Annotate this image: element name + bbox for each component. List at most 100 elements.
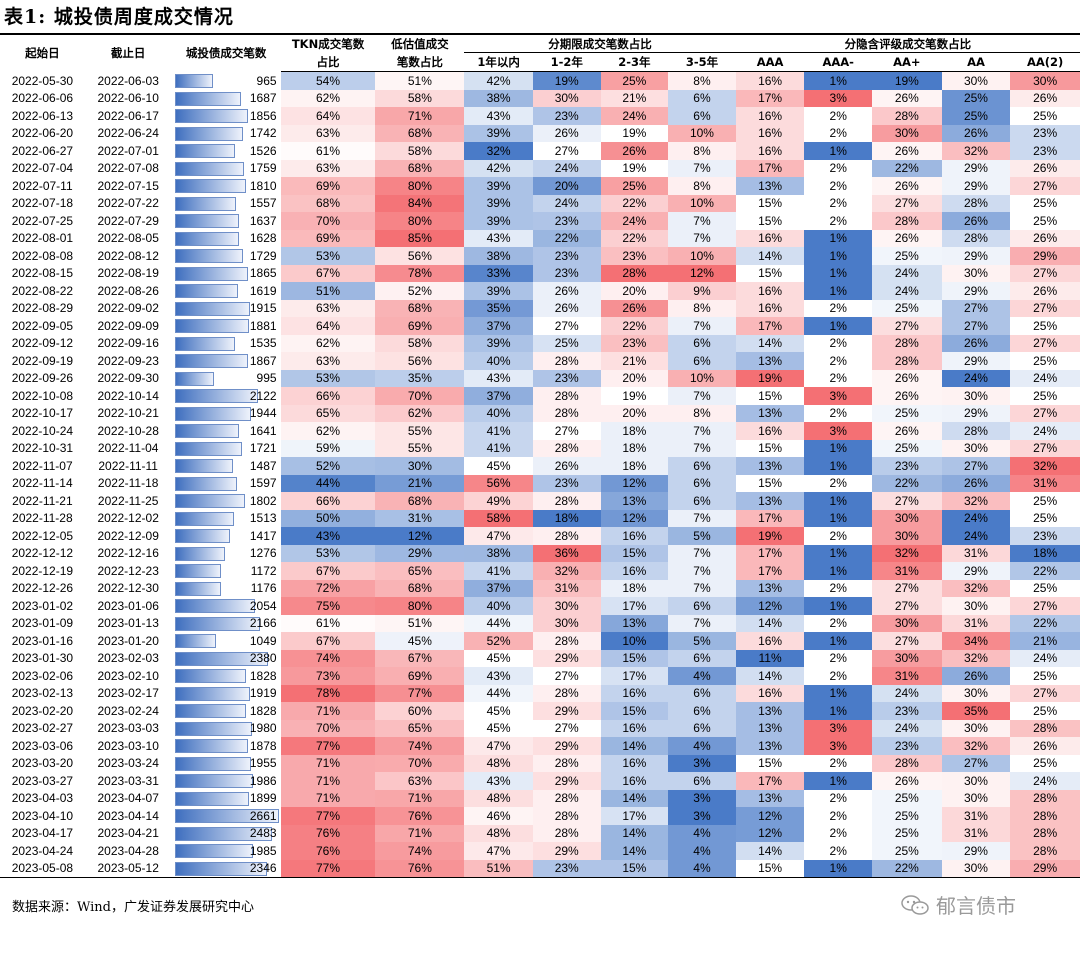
cell-rating-aaa: 16% [735,282,805,300]
trade-count-bar [174,686,250,701]
cell-term-2-3y: 26% [600,299,669,317]
cell-rating-aa2: 28% [1010,807,1080,825]
cell-rating-aa-plus: 27% [872,194,942,212]
cell-rating-aaa-minus: 2% [804,212,873,230]
cell-term-1-2y: 23% [532,474,601,492]
cell-term-3-5y: 8% [668,71,736,90]
cell-rating-aaa: 14% [735,667,805,685]
cell-rating-aaa-minus: 1% [804,264,873,282]
table-row: 2023-03-27 2023-03-31 1986 71% 63% 43% 29% 16% 6… [0,772,1080,790]
cell-term-3-5y: 6% [668,772,736,790]
cell-term-1-2y: 31% [532,579,601,597]
cell-tkn-share: 53% [280,369,376,387]
cell-term-within-1y: 42% [464,159,533,177]
cell-end-date: 2023-02-10 [97,668,159,683]
cell-term-2-3y: 19% [600,124,669,142]
cell-term-3-5y: 9% [668,282,736,300]
cell-rating-aa-plus: 24% [872,719,942,737]
cell-term-within-1y: 51% [464,859,533,878]
table-row: 2022-12-19 2022-12-23 1172 67% 65% 41% 32% 16% 7… [0,562,1080,580]
cell-start-date: 2023-04-03 [11,791,74,806]
cell-start-date: 2023-01-09 [11,616,74,631]
cell-term-within-1y: 58% [464,509,533,527]
cell-rating-aa2: 27% [1010,597,1080,615]
cell-rating-aa: 31% [941,544,1011,562]
cell-term-within-1y: 41% [464,562,533,580]
cell-rating-aa-plus: 25% [872,807,942,825]
cell-term-within-1y: 37% [464,317,533,335]
cell-trade-count: 1619 [172,282,281,300]
cell-tkn-share: 65% [280,404,376,422]
cell-start-date: 2022-08-29 [11,301,74,316]
cell-term-1-2y: 22% [532,229,601,247]
cell-term-within-1y: 52% [464,632,533,650]
cell-start-date: 2022-06-06 [11,91,74,106]
cell-trade-count: 1802 [172,492,281,510]
cell-rating-aa-plus: 30% [872,527,942,545]
trade-count-value: 995 [256,371,277,386]
table-row: 2023-02-13 2023-02-17 1919 78% 77% 44% 28% 16% 6… [0,684,1080,703]
cell-term-2-3y: 24% [600,212,669,230]
table-row: 2022-11-21 2022-11-25 1802 66% 68% 49% 28% 13% 6… [0,492,1080,510]
cell-tkn-share: 78% [280,684,376,702]
cell-undervalued-share: 68% [375,579,465,597]
table-row: 2023-01-16 2023-01-20 1049 67% 45% 52% 28% 10% 5… [0,632,1080,650]
cell-trade-count: 1881 [172,317,281,335]
cell-term-3-5y: 3% [668,807,736,825]
trade-count-bar [174,231,239,246]
cell-rating-aa2: 26% [1010,282,1080,300]
table-row: 2023-03-20 2023-03-24 1955 71% 70% 48% 28% 16% 3… [0,754,1080,772]
cell-rating-aaa: 13% [735,404,805,422]
cell-end-date: 2022-06-24 [97,126,159,141]
cell-rating-aa: 29% [941,352,1011,370]
cell-rating-aa-plus: 26% [872,142,942,160]
cell-start-date: 2023-01-02 [11,598,74,613]
cell-undervalued-share: 12% [375,527,465,545]
cell-term-3-5y: 7% [668,229,736,247]
cell-trade-count: 1172 [172,562,281,580]
cell-tkn-share: 62% [280,334,376,352]
cell-term-3-5y: 7% [668,422,736,440]
cell-rating-aa: 35% [941,702,1011,720]
cell-rating-aaa: 15% [735,194,805,212]
cell-tkn-share: 54% [280,71,376,90]
table-row: 2022-05-30 2022-06-03 965 54% 51% 42% 19% 25% 8%… [0,71,1080,90]
cell-rating-aaa-minus: 2% [804,159,873,177]
cell-tkn-share: 44% [280,474,376,492]
cell-rating-aa2: 24% [1010,649,1080,667]
cell-trade-count: 1919 [172,685,281,703]
cell-rating-aaa-minus: 2% [804,474,873,492]
cell-rating-aa2: 23% [1010,142,1080,160]
cell-rating-aa2: 25% [1010,352,1080,370]
trade-count-value: 2122 [249,388,277,403]
cell-rating-aa-plus: 25% [872,247,942,265]
cell-rating-aa2: 27% [1010,404,1080,422]
trade-count-bar [174,459,233,473]
cell-rating-aaa-minus: 2% [804,334,873,352]
cell-tkn-share: 76% [280,824,376,842]
cell-rating-aaa-minus: 1% [804,282,873,300]
cell-end-date: 2022-10-21 [97,406,159,421]
table-row: 2022-06-13 2022-06-17 1856 64% 71% 43% 23% 24% 6… [0,107,1080,125]
cell-trade-count: 2122 [172,387,281,405]
cell-term-2-3y: 16% [600,772,669,790]
cell-undervalued-share: 71% [375,107,465,125]
cell-start-date: 2023-02-06 [11,668,74,683]
cell-rating-aa2: 28% [1010,789,1080,807]
cell-rating-aa: 31% [941,614,1011,632]
trade-count-bar [174,511,234,526]
cell-rating-aaa: 17% [735,159,805,177]
header-undervalued-line2: 笔数占比 [375,52,465,72]
cell-trade-count: 1944 [172,405,281,423]
cell-rating-aa: 26% [941,124,1011,142]
cell-start-date: 2023-03-06 [11,738,74,753]
cell-term-within-1y: 48% [464,789,533,807]
cell-term-within-1y: 39% [464,177,533,195]
cell-term-1-2y: 36% [532,544,601,562]
cell-rating-aa2: 25% [1010,194,1080,212]
header-term-3-5y: 3-5年 [668,52,736,72]
cell-trade-count: 1487 [172,457,281,475]
title-divider [0,33,1080,35]
cell-tkn-share: 50% [280,509,376,527]
cell-rating-aaa-minus: 1% [804,439,873,457]
